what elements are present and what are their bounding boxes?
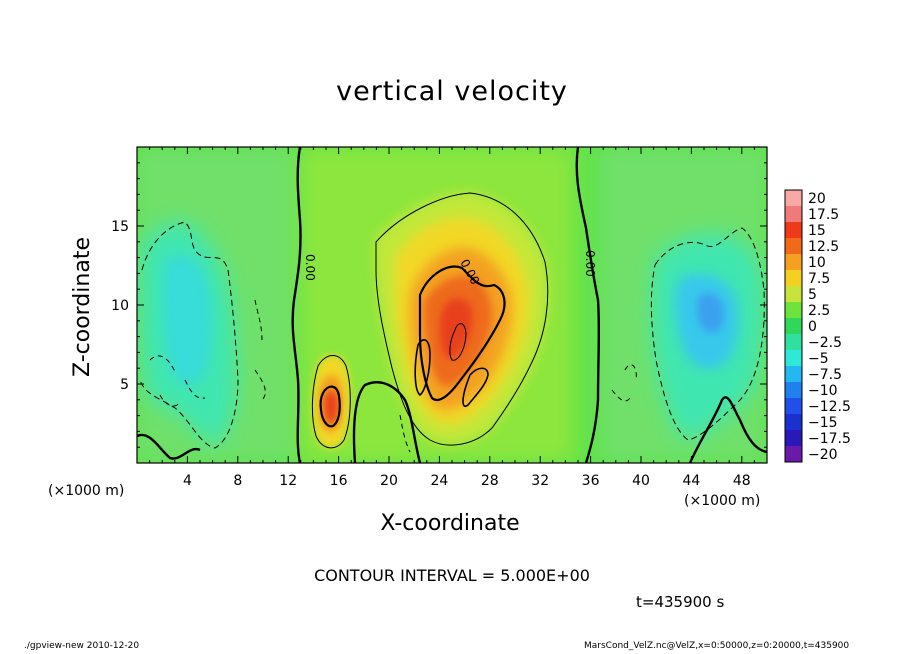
y-tick-label: 15 [111, 219, 129, 235]
colorbar-swatch [785, 366, 802, 383]
x-tick-label: 4 [183, 473, 192, 489]
colorbar-swatch [785, 350, 802, 367]
zero-contour-right [575, 147, 601, 463]
colorbar: 2017.51512.5107.552.50−2.5−5−7.5−10−12.5… [784, 189, 851, 463]
colorbar-frame [784, 189, 803, 463]
x-tick-label: 20 [380, 473, 398, 489]
colorbar-label: −12.5 [808, 399, 851, 415]
contour-label-left: 0.00 [303, 254, 317, 281]
velocity-field [137, 147, 767, 463]
colorbar-swatch [785, 414, 802, 431]
colorbar-label: −17.5 [808, 431, 851, 447]
colorbar-label: −7.5 [808, 367, 842, 383]
dashed-contour-right [650, 227, 765, 441]
colorbar-swatch [785, 398, 802, 415]
colorbar-label: −5 [808, 351, 829, 367]
colorbar-label: −2.5 [808, 335, 842, 351]
contour-interval-text: CONTOUR INTERVAL = 5.000E+00 [314, 566, 590, 585]
x-tick-label: 36 [582, 473, 600, 489]
z-unit-label: (×1000 m) [48, 483, 125, 499]
downdraft-left-inner [162, 255, 212, 385]
colorbar-swatch [785, 382, 802, 399]
colorbar-swatch [785, 318, 802, 335]
contours [137, 147, 767, 463]
colorbar-label: 20 [808, 191, 826, 207]
colorbar-label: −20 [808, 447, 838, 463]
y-axis-label: Z-coordinate [70, 237, 95, 377]
x-tick-label: 44 [682, 473, 700, 489]
footer-left: ./gpview-new 2010-12-20 [24, 641, 140, 651]
contour-15-core [449, 323, 467, 361]
footer-right: MarsCond_VelZ.nc@VelZ,x=0:50000,z=0:2000… [584, 641, 850, 651]
colorbar-swatch [785, 238, 802, 255]
colorbar-swatch [785, 190, 802, 207]
dashed-contour-mid [399, 414, 411, 453]
time-stamp: t=435900 s [636, 593, 725, 611]
colorbar-label: −15 [808, 415, 838, 431]
contour-10-lobe [462, 367, 489, 407]
x-tick-label: 28 [481, 473, 499, 489]
contour-label-right: 0.00 [583, 250, 597, 277]
colorbar-label: 2.5 [808, 303, 830, 319]
colorbar-label: 17.5 [808, 207, 839, 223]
colorbar-swatch [785, 334, 802, 351]
colorbar-label: 12.5 [808, 239, 839, 255]
x-tick-label: 40 [632, 473, 650, 489]
dashed-contour-left [139, 221, 239, 449]
x-tick-label: 16 [330, 473, 348, 489]
small-updraft-core [323, 390, 339, 425]
contour-5-small [311, 355, 351, 449]
x-tick-label: 8 [233, 473, 242, 489]
colorbar-label: −10 [808, 383, 838, 399]
colorbar-swatch [785, 286, 802, 303]
colorbar-label: 5 [808, 287, 817, 303]
y-tick-label: 10 [111, 298, 129, 314]
colorbar-swatch [785, 222, 802, 239]
colorbar-swatch [785, 302, 802, 319]
x-tick-label: 12 [279, 473, 297, 489]
colorbar-label: 10 [808, 255, 826, 271]
y-axis: 5 10 15 [111, 162, 767, 448]
zero-contour-left [291, 147, 302, 463]
chart-title: vertical velocity [336, 76, 568, 107]
x-tick-label: 48 [733, 473, 751, 489]
x-axis-label: X-coordinate [380, 511, 520, 536]
downdraft-right-core [697, 293, 725, 333]
colorbar-swatch [785, 206, 802, 223]
y-tick-label: 5 [120, 377, 129, 393]
colorbar-label: 15 [808, 223, 826, 239]
colorbar-label: 7.5 [808, 271, 830, 287]
zero-contour-bottom-right [688, 396, 767, 463]
contour-10-updraft [418, 265, 506, 401]
zero-contour-bottom-left [137, 433, 201, 460]
x-tick-label: 32 [531, 473, 549, 489]
contour-10-lobe-left [414, 339, 431, 397]
contour-10-small [319, 385, 341, 428]
colorbar-swatch [785, 270, 802, 287]
colorbar-swatch [785, 446, 802, 463]
contour-5-updraft [375, 192, 549, 446]
x-tick-label: 24 [430, 473, 448, 489]
colorbar-label: 0 [808, 319, 817, 335]
x-unit-label: (×1000 m) [684, 493, 761, 509]
dashed-contour-right-fragments [611, 364, 637, 402]
colorbar-swatch [785, 430, 802, 447]
x-axis: 4 8 12 16 20 24 28 32 36 40 44 48 [149, 147, 755, 489]
zero-contour-mid-bottom [352, 381, 422, 463]
colorbar-swatch [785, 254, 802, 271]
